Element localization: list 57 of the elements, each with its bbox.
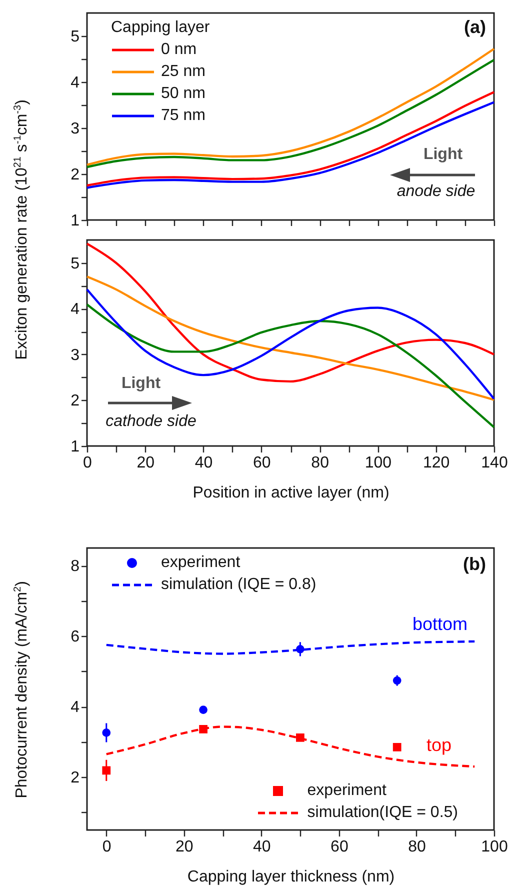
legend-label: 25 nm xyxy=(161,62,206,82)
annotation: Light xyxy=(423,146,463,164)
x-tick-label: 0 xyxy=(83,454,92,472)
line-series xyxy=(86,303,496,428)
x-tick-label: 140 xyxy=(481,454,508,472)
x-tick-label: 120 xyxy=(423,454,450,472)
annotation: top xyxy=(426,735,452,756)
annotation: anode side xyxy=(396,183,476,201)
y-tick-label: 1 xyxy=(70,438,80,456)
x-tick-label: 20 xyxy=(176,838,194,856)
legend-label: 0 nm xyxy=(161,40,197,60)
x-axis-title: Capping layer thickness (nm) xyxy=(187,868,395,886)
x-tick-label: 100 xyxy=(481,838,508,856)
annotation: bottom xyxy=(412,614,468,635)
y-tick-label: 8 xyxy=(70,558,80,576)
x-tick-label: 20 xyxy=(136,454,155,472)
x-tick-label: 60 xyxy=(330,838,348,856)
x-tick-label: 0 xyxy=(102,838,112,856)
y-tick-label: 1 xyxy=(70,212,80,230)
legend-label: experiment xyxy=(161,553,240,573)
y-tick-label: 3 xyxy=(70,346,80,364)
line-series xyxy=(105,640,476,655)
point xyxy=(102,766,111,775)
annotation: (b) xyxy=(463,554,486,575)
legend-label: simulation (IQE = 0.8) xyxy=(161,575,316,595)
legend-label: experiment xyxy=(307,781,386,801)
y-tick-label: 4 xyxy=(70,74,80,92)
point xyxy=(392,742,402,752)
line-series xyxy=(105,726,476,768)
y-tick-label: 6 xyxy=(70,628,80,646)
point xyxy=(199,706,208,714)
y-tick-label: 4 xyxy=(70,699,80,716)
annotation: (a) xyxy=(464,17,486,38)
point xyxy=(102,728,111,737)
y-tick-label: 4 xyxy=(70,301,80,318)
x-tick-label: 100 xyxy=(364,454,392,472)
x-tick-label: 80 xyxy=(408,838,426,856)
point xyxy=(296,733,304,742)
x-tick-label: 40 xyxy=(253,838,271,856)
annotation: cathode side xyxy=(106,413,196,431)
x-tick-label: 40 xyxy=(194,454,213,472)
y-tick-label: 5 xyxy=(70,255,80,272)
legend-label: simulation(IQE = 0.5) xyxy=(307,803,458,823)
y-tick-label: 5 xyxy=(70,28,80,46)
legend-label: 50 nm xyxy=(161,84,206,104)
annotation: Light xyxy=(121,375,161,393)
point xyxy=(392,676,402,685)
point xyxy=(199,725,208,734)
x-axis-title: Position in active layer (nm) xyxy=(192,484,390,502)
y-tick-label: 2 xyxy=(70,770,80,787)
y-tick-label: 3 xyxy=(70,120,80,138)
y-tick-label: 2 xyxy=(70,392,80,410)
x-tick-label: 60 xyxy=(253,454,271,472)
y-tick-label: 2 xyxy=(70,166,80,184)
x-tick-label: 80 xyxy=(311,454,330,472)
legend-label: 75 nm xyxy=(161,106,206,126)
legend-title: Capping layer xyxy=(111,18,210,38)
